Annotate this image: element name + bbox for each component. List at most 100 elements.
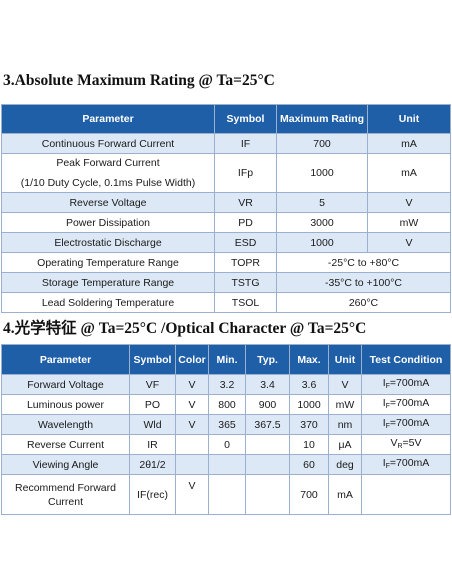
header-test-condition: Test Condition [361, 344, 451, 375]
cell-color: V [175, 394, 209, 415]
cell-symbol: PD [214, 212, 277, 233]
cell-condition [361, 474, 451, 515]
cell-param: Lead Soldering Temperature [1, 292, 215, 313]
cell-rating: 1000 [276, 153, 368, 193]
cell-symbol: TOPR [214, 252, 277, 273]
cell-typ [245, 434, 290, 455]
cell-symbol: TSOL [214, 292, 277, 313]
cond-value: =5V [402, 436, 422, 449]
cell-rating: -35°C to +100°C [276, 272, 451, 293]
cond-value: =700mA [389, 396, 430, 409]
header-symbol: Symbol [129, 344, 176, 375]
header-min: Min. [208, 344, 246, 375]
cell-condition: IF=700mA [361, 374, 451, 395]
table-row: Reverse Current IR 0 10 μA VR=5V [1, 434, 451, 455]
cell-param: Wavelength [1, 414, 130, 435]
table-row: Operating Temperature Range TOPR -25°C t… [1, 252, 451, 273]
cell-param: Storage Temperature Range [1, 272, 215, 293]
cell-condition: VR=5V [361, 434, 451, 455]
cell-typ: 367.5 [245, 414, 290, 435]
table-row: Recommend Forward Current IF(rec) V 700 … [1, 474, 451, 515]
cond-subscript: F [385, 382, 390, 390]
cond-main: I [382, 416, 386, 429]
header-unit: Unit [328, 344, 362, 375]
cell-param: Forward Voltage [1, 374, 130, 395]
cell-symbol: ESD [214, 232, 277, 253]
cond-main: V [390, 436, 398, 449]
cell-symbol: 2θ1/2 [129, 454, 176, 475]
cell-param: Power Dissipation [1, 212, 215, 233]
cell-min: 0 [208, 434, 246, 455]
cell-min: 800 [208, 394, 246, 415]
cell-rating: -25°C to +80°C [276, 252, 451, 273]
cell-symbol: IFp [214, 153, 277, 193]
cond-main: I [382, 376, 386, 389]
cell-max: 1000 [289, 394, 329, 415]
cell-symbol: VF [129, 374, 176, 395]
cell-param: Reverse Current [1, 434, 130, 455]
absolute-max-rating-table: Parameter Symbol Maximum Rating Unit Con… [1, 104, 451, 313]
cell-unit: mA [328, 474, 362, 515]
table-row: Continuous Forward Current IF 700 mA [1, 133, 451, 154]
cell-max: 10 [289, 434, 329, 455]
table-row: Electrostatic Discharge ESD 1000 V [1, 232, 451, 253]
cell-param: Luminous power [1, 394, 130, 415]
cell-param: Continuous Forward Current [1, 133, 215, 154]
cell-max: 60 [289, 454, 329, 475]
cell-color: V [175, 374, 209, 395]
cell-param: Peak Forward Current (1/10 Duty Cycle, 0… [1, 153, 215, 193]
table-row: Luminous power PO V 800 900 1000 mW IF=7… [1, 394, 451, 415]
cell-unit: nm [328, 414, 362, 435]
table-row: Power Dissipation PD 3000 mW [1, 212, 451, 233]
table-row: Viewing Angle 2θ1/2 60 deg IF=700mA [1, 454, 451, 475]
cell-unit: mA [367, 133, 451, 154]
cell-unit: μA [328, 434, 362, 455]
section-title-absolute-max: 3.Absolute Maximum Rating @ Ta=25°C [3, 72, 275, 89]
header-unit: Unit [367, 104, 451, 134]
cell-min: 3.2 [208, 374, 246, 395]
cell-param: Electrostatic Discharge [1, 232, 215, 253]
cell-typ: 900 [245, 394, 290, 415]
table-row: Forward Voltage VF V 3.2 3.4 3.6 V IF=70… [1, 374, 451, 395]
cell-rating: 1000 [276, 232, 368, 253]
cell-typ [245, 454, 290, 475]
header-max-rating: Maximum Rating [276, 104, 368, 134]
header-typ: Typ. [245, 344, 290, 375]
cell-unit: mW [328, 394, 362, 415]
cell-rating: 5 [276, 192, 368, 213]
cell-color: V [175, 414, 209, 435]
param-line-1: Peak Forward Current [56, 157, 160, 169]
cell-symbol: TSTG [214, 272, 277, 293]
cell-color [175, 434, 209, 455]
header-parameter: Parameter [1, 104, 215, 134]
cell-param: Viewing Angle [1, 454, 130, 475]
cell-unit: V [328, 374, 362, 395]
cell-condition: IF=700mA [361, 414, 451, 435]
cell-param: Operating Temperature Range [1, 252, 215, 273]
optical-character-table: Parameter Symbol Color Min. Typ. Max. Un… [1, 344, 451, 515]
cell-max: 3.6 [289, 374, 329, 395]
cell-max: 700 [289, 474, 329, 515]
header-parameter: Parameter [1, 344, 130, 375]
cell-unit: V [367, 232, 451, 253]
cond-main: I [382, 456, 386, 469]
cell-rating: 3000 [276, 212, 368, 233]
cell-rating: 260°C [276, 292, 451, 313]
header-symbol: Symbol [214, 104, 277, 134]
header-max: Max. [289, 344, 329, 375]
cell-param: Reverse Voltage [1, 192, 215, 213]
cell-min [208, 474, 246, 515]
cond-subscript: F [385, 402, 390, 410]
cond-value: =700mA [389, 416, 430, 429]
cell-symbol: IF(rec) [129, 474, 176, 515]
cell-unit: mW [367, 212, 451, 233]
cell-symbol: PO [129, 394, 176, 415]
cell-unit: V [367, 192, 451, 213]
cell-param: Recommend Forward Current [1, 474, 130, 515]
cell-condition: IF=700mA [361, 454, 451, 475]
header-color: Color [175, 344, 209, 375]
section-title-optical: 4.光学特征 @ Ta=25°C /Optical Character @ Ta… [3, 320, 367, 337]
cell-symbol: IF [214, 133, 277, 154]
cell-min: 365 [208, 414, 246, 435]
cell-unit: deg [328, 454, 362, 475]
